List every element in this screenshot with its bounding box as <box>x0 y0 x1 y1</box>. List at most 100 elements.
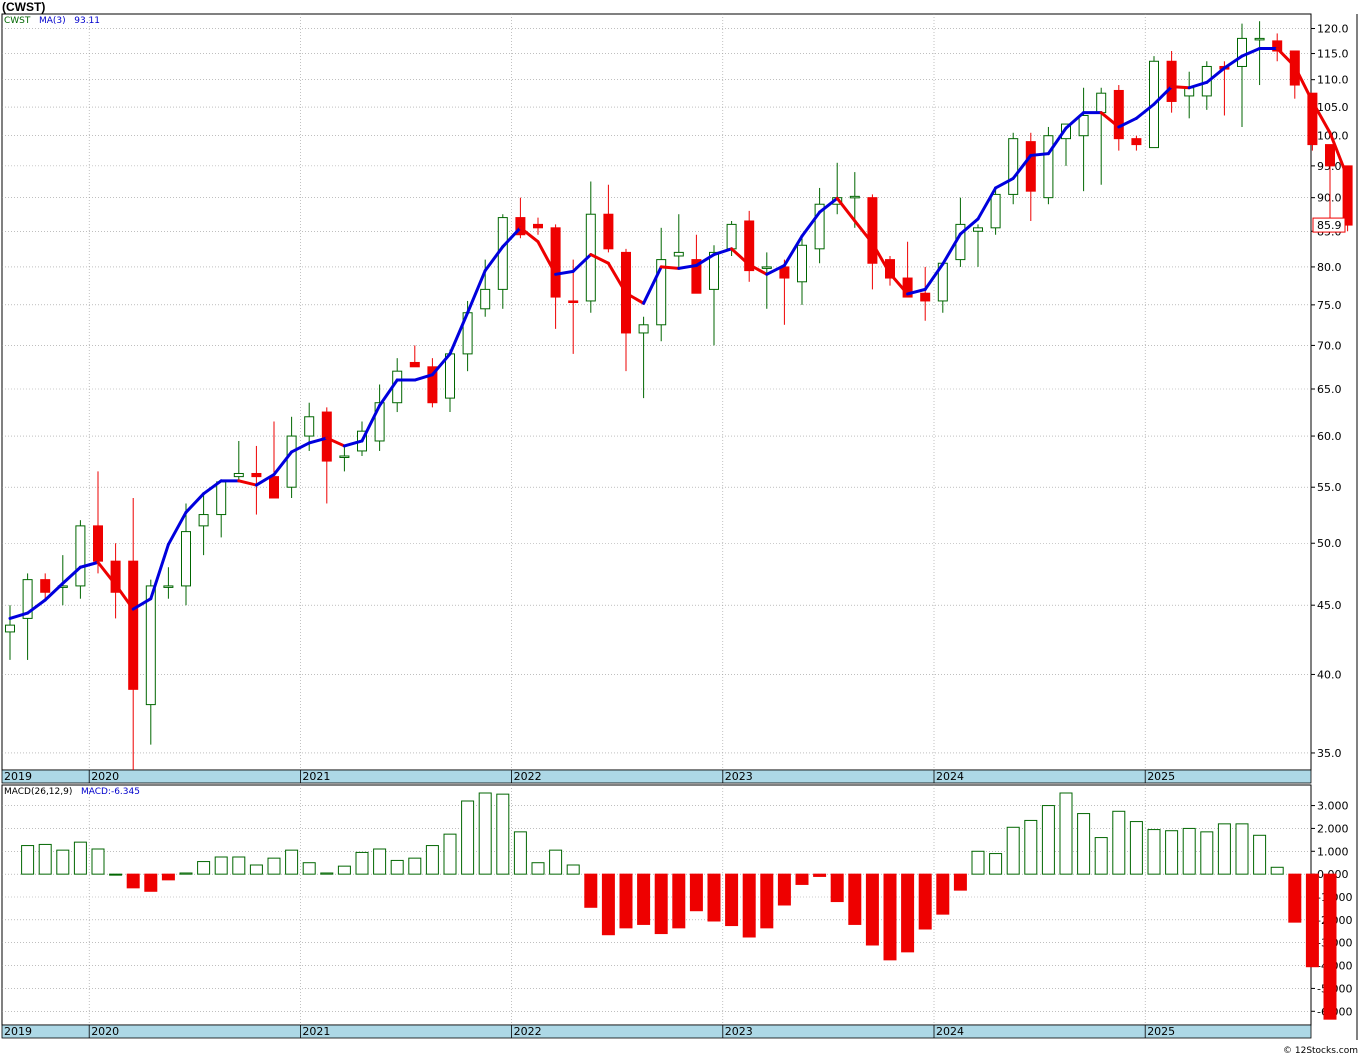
ma-segment-rising <box>571 253 593 273</box>
last-price-box <box>1312 217 1346 233</box>
last-price-label: 85.9 <box>1317 219 1342 232</box>
macd-bar-positive <box>373 848 387 875</box>
price-tick-label: 115.0 <box>1317 48 1349 61</box>
candle-up <box>163 585 174 588</box>
ma-segment-rising <box>272 450 294 477</box>
ma-segment-falling <box>237 479 258 487</box>
ma-segment-falling <box>659 265 681 270</box>
macd-bar-positive <box>496 793 510 875</box>
ma-segment-rising <box>800 210 822 238</box>
macd-bar-positive <box>285 849 299 875</box>
candle-up <box>181 531 191 587</box>
ma-segment-rising <box>413 373 434 382</box>
ma-segment-rising <box>1205 66 1226 84</box>
ma-segment-falling <box>1310 99 1332 135</box>
macd-bar-positive <box>408 857 422 875</box>
macd-bar-negative <box>918 873 932 930</box>
ma-segment-falling <box>730 247 751 267</box>
macd-bar-positive <box>425 845 439 875</box>
price-tick-label: 35.0 <box>1317 747 1342 760</box>
legend-ma-value: 93.11 <box>74 16 101 26</box>
candle-down <box>40 579 51 593</box>
macd-bar-positive <box>549 849 563 875</box>
macd-bar-negative <box>953 873 967 891</box>
candle-down <box>128 560 139 690</box>
ma-segment-rising <box>360 404 382 443</box>
price-tick-label: 40.0 <box>1317 668 1342 681</box>
candle-up <box>990 193 1001 229</box>
candle-down <box>867 197 878 264</box>
macd-bar-positive <box>1041 805 1055 875</box>
candle-up <box>1078 114 1089 137</box>
candle-down <box>1342 165 1353 226</box>
macd-legend-value: MACD:-6.345 <box>80 787 140 797</box>
legend-ma-label: MA(3) <box>39 16 66 26</box>
ma-segment-rising <box>501 226 522 249</box>
macd-tick-label: 3.000 <box>1317 800 1349 813</box>
candle-up <box>1061 123 1071 140</box>
ma-segment-rising <box>765 263 786 276</box>
price-tick-label: 50.0 <box>1317 537 1342 550</box>
macd-bar-positive <box>179 872 193 875</box>
ma-segment-falling <box>114 583 135 611</box>
macd-bar-positive <box>214 856 228 875</box>
macd-bar-positive <box>461 800 475 875</box>
macd-bar-positive <box>1165 830 1179 875</box>
candle-up <box>761 266 772 269</box>
price-tick-label: 70.0 <box>1317 339 1342 352</box>
candle-down <box>533 223 543 229</box>
macd-bar-negative <box>689 873 703 912</box>
macd-legend-label: MACD(26,12,9) <box>4 787 73 797</box>
macd-bar-negative <box>830 873 844 903</box>
macd-date-band <box>1 1024 1312 1039</box>
candle-down <box>744 220 755 272</box>
macd-bar-positive <box>337 865 351 875</box>
candle-up <box>286 435 297 488</box>
macd-bar-negative <box>760 873 774 929</box>
ma-segment-rising <box>290 441 311 454</box>
ma-segment-falling <box>518 226 540 244</box>
ma-segment-rising <box>1029 152 1050 157</box>
price-year-label: 2024 <box>936 770 964 783</box>
price-tick-label: 65.0 <box>1317 383 1342 396</box>
macd-tick-label: 1.000 <box>1317 845 1349 858</box>
ma-segment-falling <box>589 253 610 265</box>
macd-bar-negative <box>725 873 739 927</box>
ma-segment-rising <box>149 542 170 601</box>
ma-segment-rising <box>1011 153 1033 180</box>
candle-up <box>726 223 737 250</box>
macd-year-label: 2022 <box>514 1025 542 1038</box>
macd-year-label: 2020 <box>91 1025 119 1038</box>
ma-segment-rising <box>694 253 716 267</box>
ma-segment-rising <box>1152 85 1174 106</box>
candle-up <box>814 203 825 250</box>
candle-up <box>198 514 209 527</box>
price-tick-label: 110.0 <box>1317 74 1349 87</box>
candle-up <box>1096 92 1107 114</box>
ma-segment-rising <box>1222 54 1244 70</box>
macd-bar-positive <box>1059 792 1073 875</box>
candle-up <box>1237 37 1247 67</box>
macd-bar-negative <box>901 873 915 953</box>
macd-bar-positive <box>1147 829 1161 875</box>
macd-year-label: 2023 <box>725 1025 753 1038</box>
ma-segment-rising <box>43 581 65 602</box>
candle-down <box>568 300 579 304</box>
price-tick-label: 75.0 <box>1317 299 1342 312</box>
macd-bar-negative <box>126 873 140 889</box>
candle-up <box>233 472 244 478</box>
ma-segment-falling <box>325 436 346 448</box>
ma-segment-rising <box>184 492 206 514</box>
ma-segment-rising <box>202 479 223 496</box>
ma-segment-rising <box>994 176 1015 190</box>
macd-bar-positive <box>355 851 369 875</box>
candle-up <box>22 579 33 619</box>
macd-bar-positive <box>109 873 123 876</box>
macd-tick-label: 2.000 <box>1317 822 1349 835</box>
macd-bar-negative <box>883 873 897 961</box>
macd-bar-negative <box>742 873 756 938</box>
price-year-label: 2022 <box>514 770 542 783</box>
candle-up <box>374 402 385 442</box>
macd-bar-negative <box>584 873 598 908</box>
macd-bar-positive <box>249 864 263 875</box>
